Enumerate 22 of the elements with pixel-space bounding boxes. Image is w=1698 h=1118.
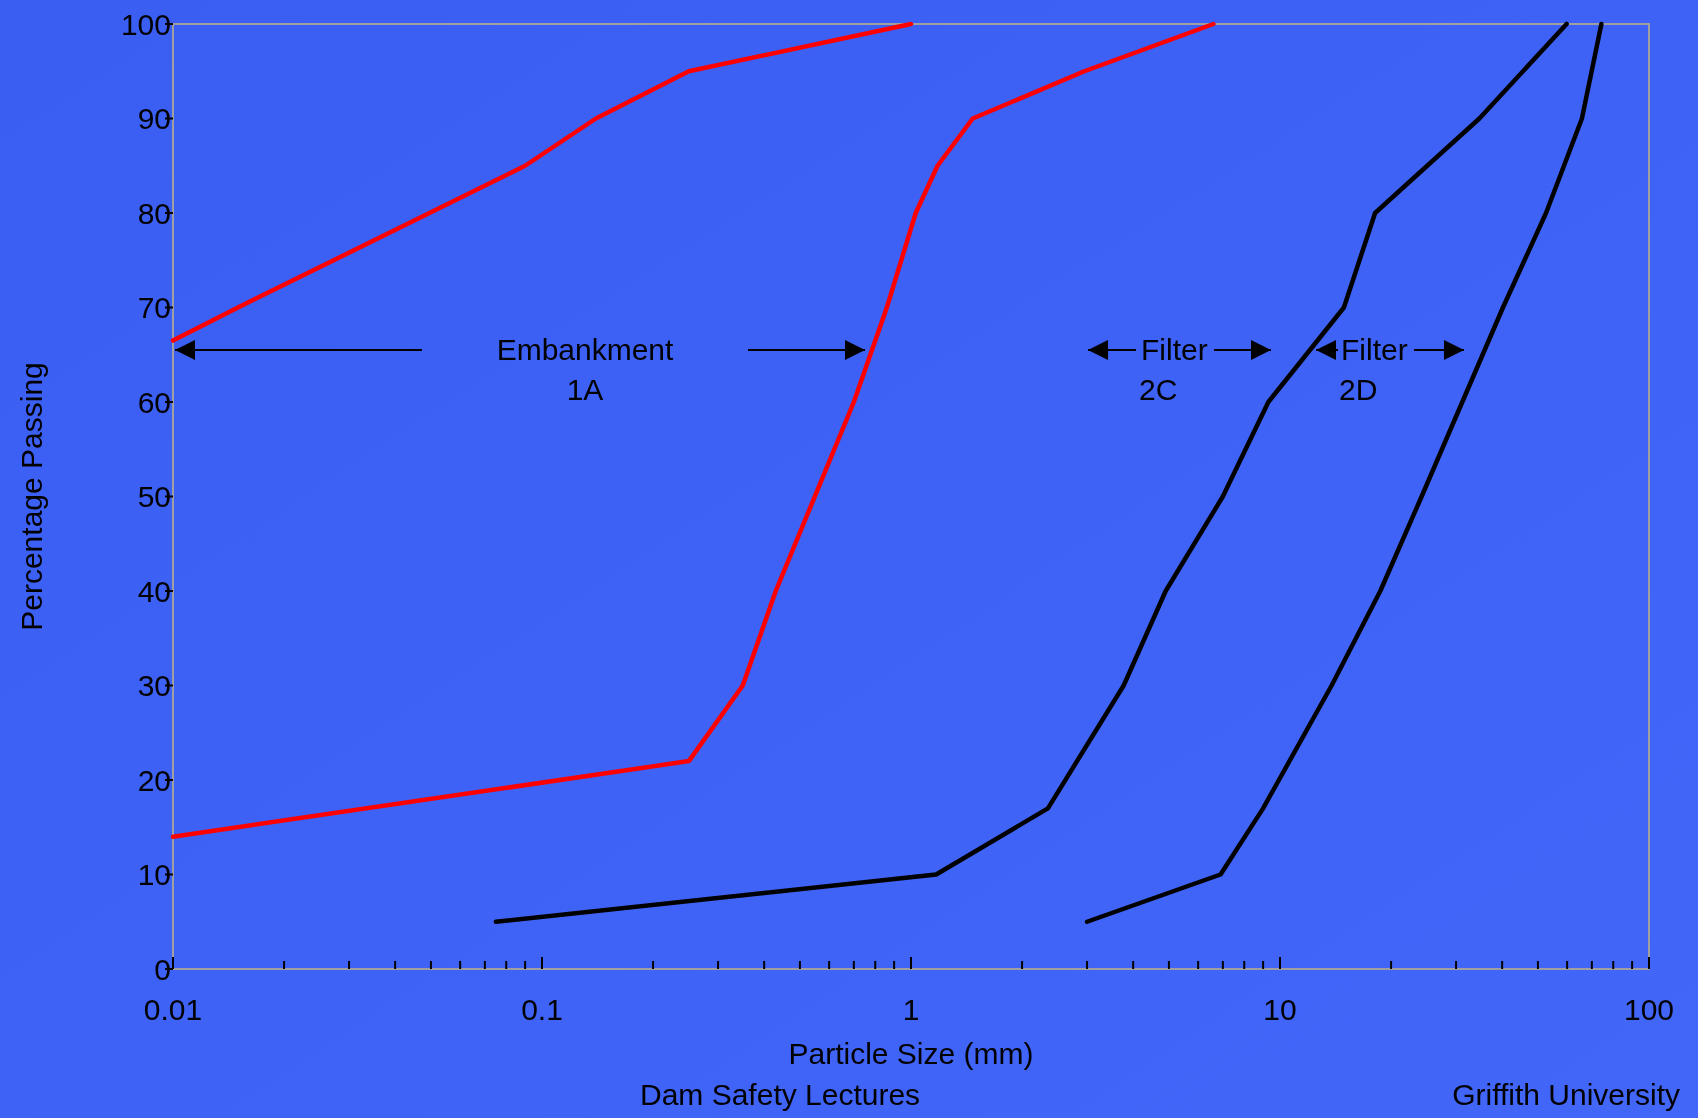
text: Dam Safety Lectures (640, 1078, 921, 1111)
x-tick-label: 1 (902, 993, 920, 1026)
y-tick-label: 70 (137, 291, 171, 324)
text: Griffith University (1452, 1078, 1680, 1111)
y-tick-label: 30 (137, 669, 171, 702)
x-tick-label: 100 (1623, 993, 1675, 1026)
annotation: Embankment 1A (496, 333, 675, 406)
y-tick-label: 60 (137, 385, 171, 419)
y-tick-label: 20 (137, 763, 171, 797)
annotation: Filter 2D (1339, 333, 1408, 406)
y-tick-label: 80 (137, 196, 171, 230)
annotation: Filter 2C (1139, 333, 1208, 406)
x-tick-label: 10 (1263, 993, 1297, 1026)
y-tick-label: 90 (137, 102, 171, 135)
y-tick-label: 40 (137, 574, 171, 608)
y-tick-label: 100 (120, 7, 171, 41)
x-axis-title: Particle Size (mm) (788, 1037, 1034, 1070)
x-tick-label: 0.01 (143, 993, 203, 1026)
x-tick-label: 0.1 (521, 993, 563, 1026)
y-tick-label: 10 (137, 858, 171, 891)
y-axis-title: Percentage Passing (15, 362, 48, 631)
y-tick-label: 50 (137, 480, 171, 513)
